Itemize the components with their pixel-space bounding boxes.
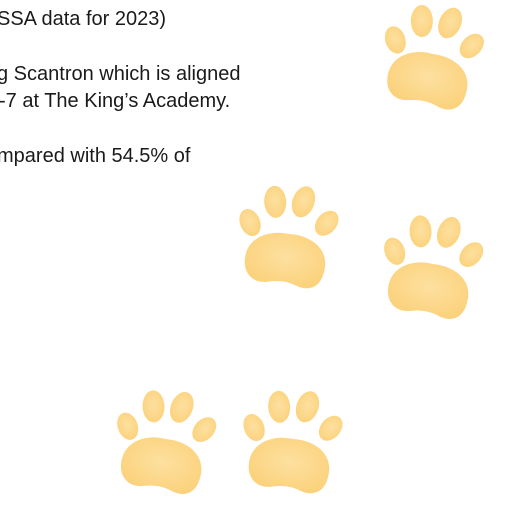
paw-print: [368, 0, 495, 116]
body-text: g Scantron which is aligned: [0, 63, 240, 85]
paw-print: [230, 379, 352, 498]
paw-print: [226, 174, 348, 293]
paw-print: [369, 203, 494, 324]
body-text: -7 at The King’s Academy.: [0, 90, 230, 112]
paw-print: [102, 378, 227, 499]
body-text: SSA data for 2023): [0, 8, 166, 30]
body-text: mpared with 54.5% of: [0, 145, 191, 167]
